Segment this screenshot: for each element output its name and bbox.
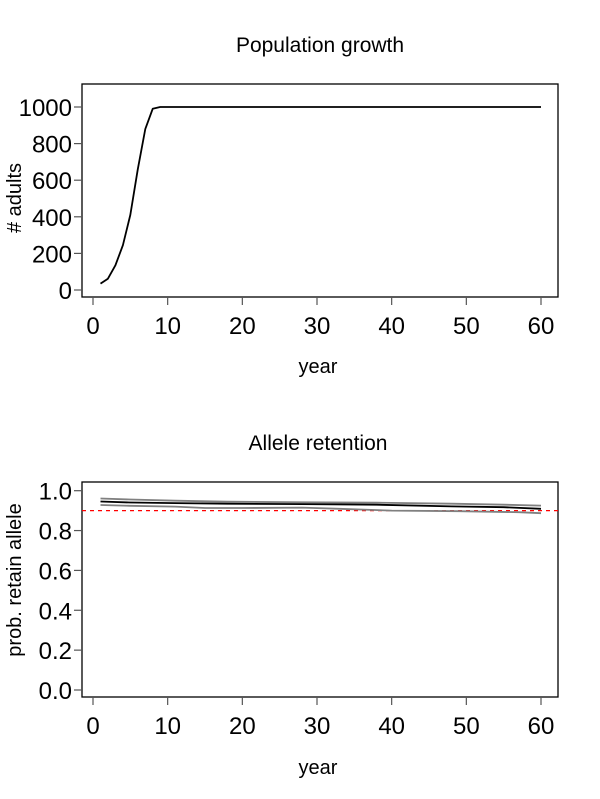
- y-tick-label: 0.6: [39, 558, 72, 585]
- y-tick-label: 0.4: [39, 598, 72, 625]
- x-tick-label: 60: [528, 313, 555, 340]
- population-growth-plot: Population growth 0 200 400 600 800 1000 0 10 2…: [4, 34, 559, 378]
- data-lines: [100, 106, 541, 285]
- x-tick-label: 30: [304, 713, 331, 740]
- y-tick-label: 0.0: [39, 678, 72, 705]
- y-tick-label: 1000: [19, 95, 72, 122]
- allele-retention-title: Allele retention: [249, 432, 388, 455]
- y-tick-label: 1.0: [39, 479, 72, 506]
- x-tick-label: 0: [86, 713, 99, 740]
- population-growth-title: Population growth: [236, 34, 404, 57]
- x-tick-label: 10: [154, 313, 181, 340]
- y-axis: 0 200 400 600 800 1000: [19, 95, 82, 305]
- x-tick-label: 0: [86, 313, 99, 340]
- x-tick-label: 30: [304, 313, 331, 340]
- data-lines: [100, 497, 542, 515]
- x-tick-label: 50: [453, 313, 480, 340]
- y-tick-label: 400: [32, 205, 72, 232]
- x-tick-label: 20: [229, 713, 256, 740]
- series-line-upper-bound: [100, 497, 542, 507]
- x-tick-label: 20: [229, 313, 256, 340]
- y-axis-label: # adults: [4, 163, 26, 233]
- y-tick-label: 0.8: [39, 519, 72, 546]
- x-tick-label: 40: [378, 313, 405, 340]
- y-tick-label: 0: [59, 278, 72, 305]
- x-axis: 0 10 20 30 40 50 60: [86, 297, 554, 340]
- y-tick-label: 800: [32, 132, 72, 159]
- x-axis-label: year: [299, 757, 338, 779]
- x-axis: 0 10 20 30 40 50 60: [86, 697, 554, 740]
- plot-frame: [81, 481, 559, 698]
- x-tick-label: 10: [154, 713, 181, 740]
- y-tick-label: 0.2: [39, 638, 72, 665]
- plot-frame: [81, 83, 559, 298]
- x-tick-label: 60: [528, 713, 555, 740]
- y-tick-label: 600: [32, 168, 72, 195]
- allele-retention-plot: Allele retention 0.0 0.2 0.4 0.6 0.8 1.0 0 10 2…: [4, 432, 559, 779]
- x-tick-label: 40: [378, 713, 405, 740]
- series-line-mean: [100, 500, 542, 510]
- series-line-adults: [100, 106, 541, 285]
- series-line-lower-bound: [100, 504, 542, 515]
- y-axis: 0.0 0.2 0.4 0.6 0.8 1.0: [39, 479, 82, 705]
- x-axis-label: year: [299, 356, 338, 378]
- y-tick-label: 200: [32, 241, 72, 268]
- x-tick-label: 50: [453, 713, 480, 740]
- y-axis-label: prob. retain allele: [4, 503, 26, 656]
